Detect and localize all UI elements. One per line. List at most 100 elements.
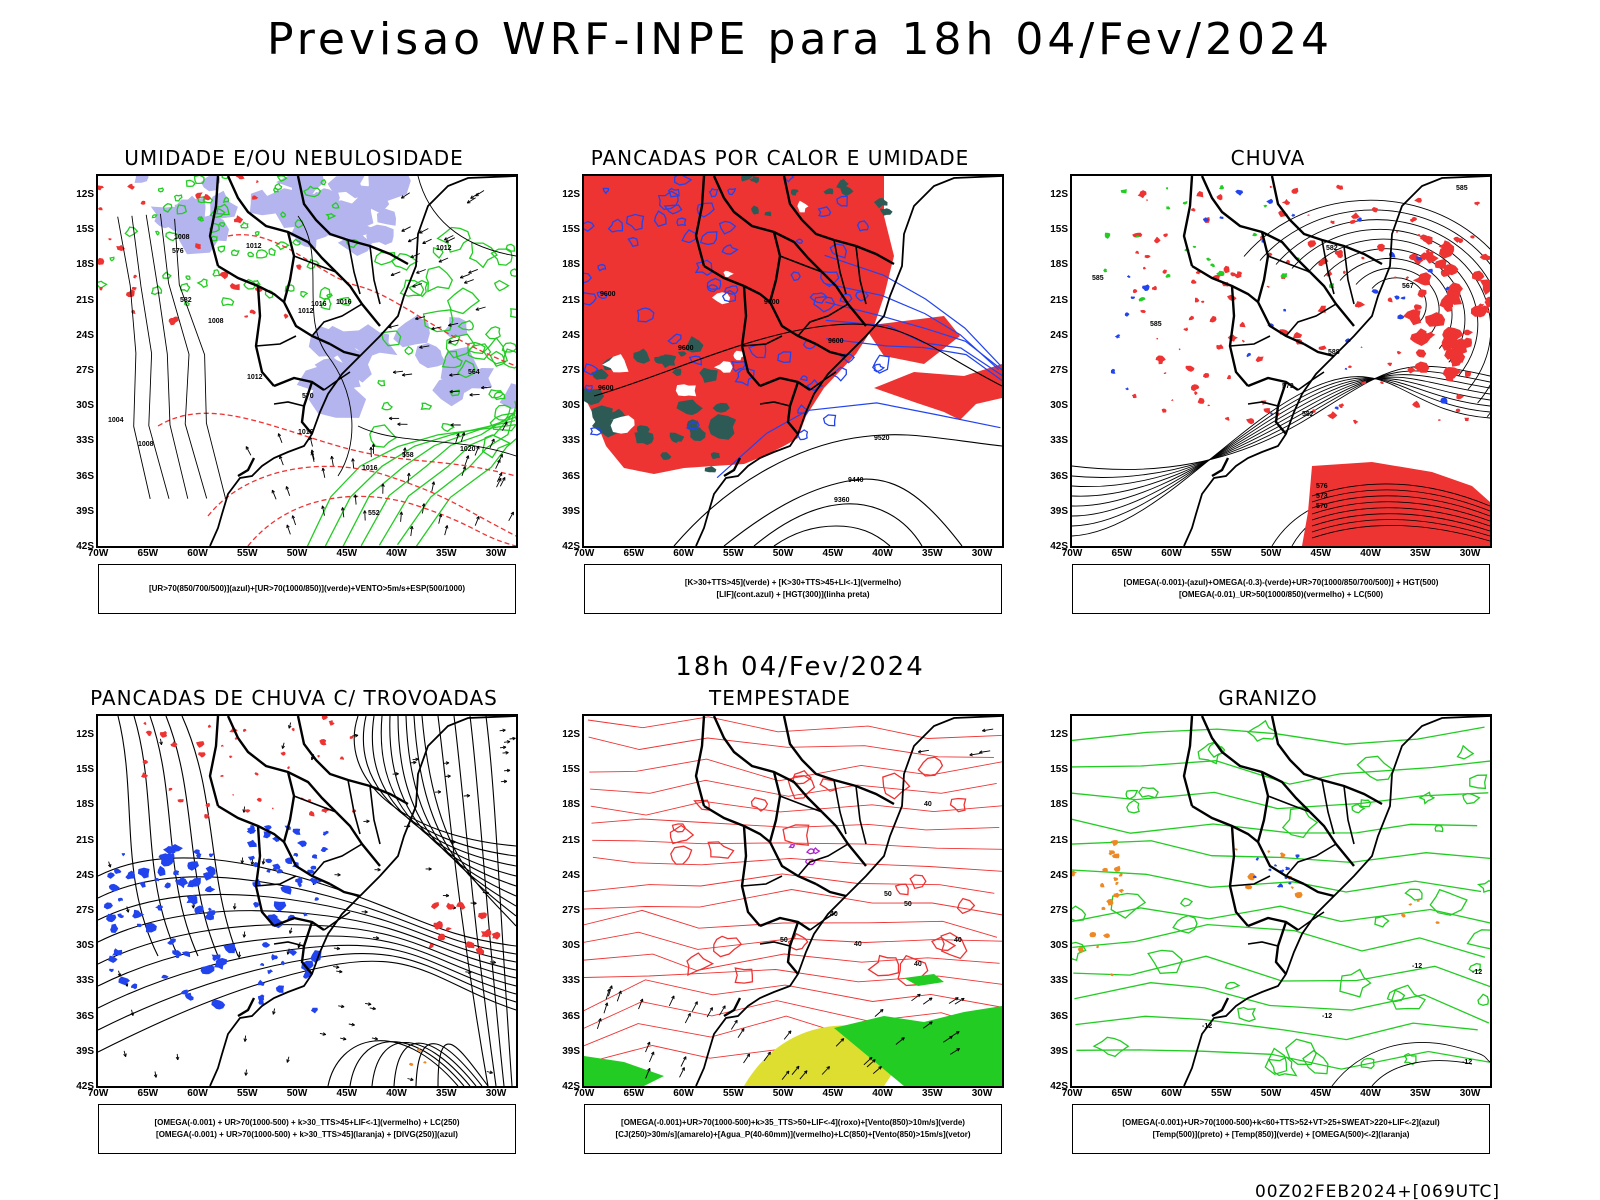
political-border xyxy=(712,176,823,273)
political-border xyxy=(296,176,409,266)
humidity-area-lower xyxy=(162,271,172,279)
temp850-contour xyxy=(1468,962,1481,973)
storm-area-red xyxy=(221,744,224,747)
coastline xyxy=(1183,176,1490,546)
lifted-index-contour xyxy=(663,204,683,215)
convection-area-green xyxy=(879,208,893,216)
wind-vector xyxy=(922,997,933,1005)
legend-box: [OMEGA(-0.001)-(azul)+OMEGA(-0.3)-(verde… xyxy=(1072,564,1490,614)
contour-label: 1008 xyxy=(138,441,154,448)
wind-vector-head xyxy=(401,228,405,232)
longitude-label: 45W xyxy=(1310,548,1332,559)
hgt500-contour xyxy=(1323,248,1466,363)
divergence-area-blue xyxy=(258,994,265,1001)
panel-title: PANCADAS POR CALOR E UMIDADE xyxy=(590,146,970,170)
rain-area-red xyxy=(1417,234,1421,237)
omega-area-orange xyxy=(1103,933,1110,939)
wind-vector xyxy=(342,507,345,518)
state-border xyxy=(1247,401,1279,407)
political-border xyxy=(1247,916,1299,931)
lifted-index-contour xyxy=(584,292,597,306)
hgt500-contour xyxy=(1259,209,1490,417)
convection-area-green xyxy=(677,351,687,357)
divergence-area-blue xyxy=(211,999,226,1010)
pressure-isobar xyxy=(174,218,226,499)
divergence-area-blue xyxy=(204,885,216,893)
state-border xyxy=(741,335,783,347)
wind-vector-head xyxy=(410,254,414,259)
rain-area-blue xyxy=(1444,286,1450,291)
humidity-area-upper xyxy=(366,224,394,245)
wind-vector-head xyxy=(917,749,922,754)
humidity-area-lower xyxy=(199,215,204,222)
rain-area-red xyxy=(1442,326,1464,344)
latitude-label: 30S xyxy=(1050,940,1068,952)
convection-area-green xyxy=(712,402,730,413)
divergence-area-blue xyxy=(265,858,273,864)
divergence-area-blue xyxy=(205,865,216,876)
wind-vector xyxy=(460,273,470,279)
precipitable-water-contour xyxy=(782,824,810,846)
wind-vector xyxy=(495,459,501,469)
legend-line: [CJ(250)>30m/s](amarelo)+[Agua_P(40-60mm… xyxy=(615,1130,971,1139)
wind-vector-head xyxy=(466,200,471,204)
contour-label: 9600 xyxy=(828,338,844,345)
clear-area xyxy=(797,200,809,213)
temp850-contour xyxy=(1466,929,1490,950)
storm-area-red xyxy=(220,774,224,777)
divergence-area-blue xyxy=(117,913,124,919)
precipitable-water-contour xyxy=(584,909,998,938)
humidity-area-upper xyxy=(296,365,353,410)
storm-area-orange xyxy=(408,1062,414,1066)
humidity-area-lower xyxy=(505,243,516,252)
wind850-area-green xyxy=(834,1006,1002,1086)
thickness-contour xyxy=(252,195,259,200)
divergence-area-blue xyxy=(114,868,122,874)
longitude-label: 65W xyxy=(1111,1088,1133,1099)
wind-vector xyxy=(605,988,610,1000)
wind-vector-head xyxy=(438,513,443,518)
divergence-area-blue xyxy=(292,828,301,835)
wind-vector-head xyxy=(683,1056,687,1060)
storm-area-red xyxy=(428,943,434,949)
storm-area-red xyxy=(319,739,327,746)
thickness-contour xyxy=(127,183,135,190)
political-border xyxy=(1211,457,1230,478)
wind-vector-head xyxy=(606,988,611,993)
political-border xyxy=(1274,381,1288,435)
storm-area-red xyxy=(232,794,235,796)
hail-area-blue xyxy=(1268,868,1272,872)
longitude-label: 60W xyxy=(187,1088,208,1099)
wind-vector xyxy=(438,513,442,524)
precipitable-water-contour xyxy=(592,839,1002,850)
rain-area-red xyxy=(1302,462,1490,546)
divergence-area-blue xyxy=(246,829,252,833)
contour-label: 573 xyxy=(1316,493,1328,500)
storm-area-red xyxy=(254,772,259,776)
wind-vector xyxy=(393,370,404,373)
wind-vector-head xyxy=(767,1051,771,1056)
wind-vector-head xyxy=(321,505,325,509)
convection-area-green xyxy=(751,205,759,215)
lifted-index-contour xyxy=(685,420,700,430)
latitude-label: 15S xyxy=(1050,224,1068,236)
wind-vector-head xyxy=(475,307,480,311)
wind-vector xyxy=(331,456,334,466)
lifted-index-contour xyxy=(597,264,607,272)
rain-area-red xyxy=(1151,285,1157,291)
legend-box: [OMEGA(-0.001)+UR>70(1000-500)+k<60+TTS>… xyxy=(1072,1104,1490,1154)
humidity-area-lower xyxy=(240,221,249,229)
streamline xyxy=(469,716,505,1086)
humidity-area-upper xyxy=(200,176,220,192)
contour-label: 1016 xyxy=(362,465,378,472)
storm-area-red xyxy=(437,933,446,941)
humidity-area-upper xyxy=(327,176,366,199)
rain-area-red xyxy=(1207,404,1210,407)
rain-area-blue xyxy=(1356,217,1362,222)
divergence-area-blue xyxy=(176,876,188,886)
wind-vector-head xyxy=(709,1007,713,1011)
state-border xyxy=(1229,335,1271,347)
divergence-area-blue xyxy=(118,897,123,902)
storm-area-red xyxy=(145,730,152,737)
rain-area-red xyxy=(1447,367,1462,379)
